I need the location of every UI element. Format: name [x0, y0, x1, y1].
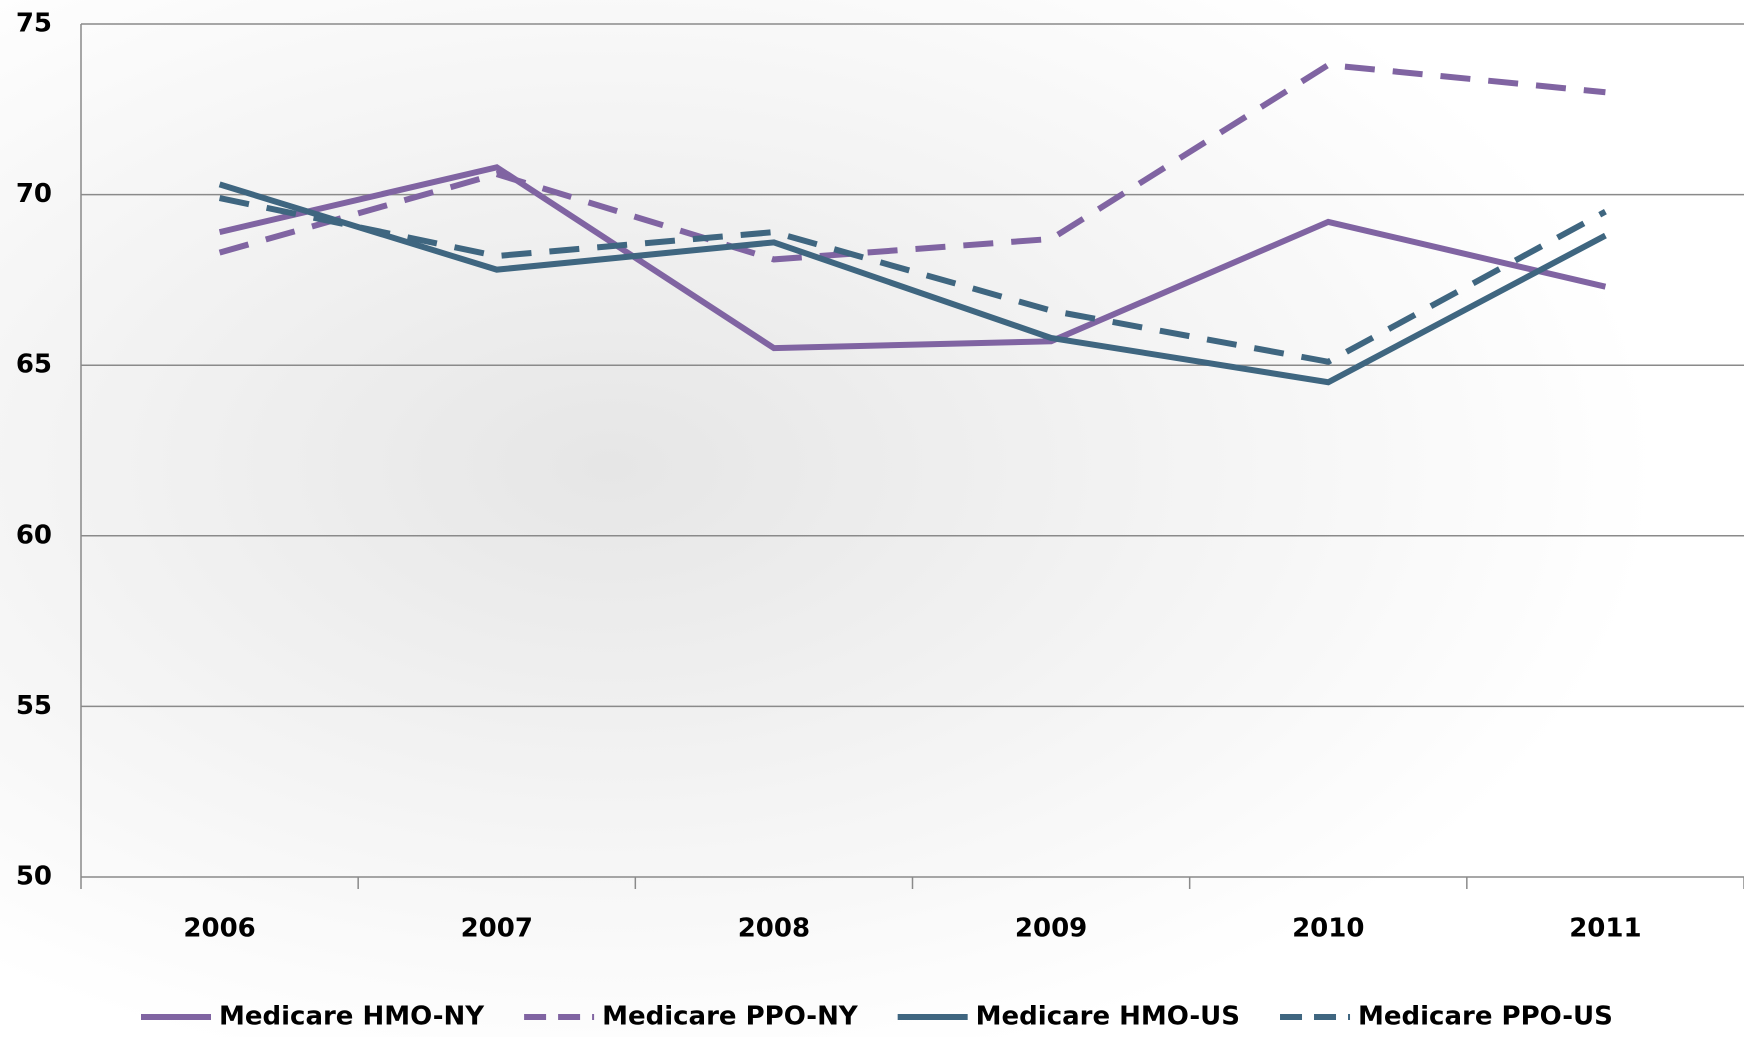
y-tick-label: 50 [16, 862, 52, 892]
legend-label: Medicare PPO-US [1358, 1002, 1613, 1032]
legend-label: Medicare PPO-NY [602, 1002, 859, 1032]
x-tick-label: 2010 [1292, 914, 1364, 944]
y-tick-label: 75 [16, 9, 52, 39]
y-tick-label: 65 [16, 350, 52, 380]
y-tick-label: 60 [16, 520, 52, 550]
x-tick-label: 2011 [1569, 914, 1641, 944]
x-tick-label: 2006 [183, 914, 255, 944]
x-tick-label: 2008 [738, 914, 810, 944]
legend-label: Medicare HMO-US [976, 1002, 1240, 1032]
series-line [218, 61, 1606, 263]
series-line [218, 164, 1607, 352]
x-tick-label: 2009 [1015, 914, 1087, 944]
y-tick-label: 55 [16, 691, 52, 721]
y-tick-label: 70 [16, 179, 52, 209]
x-tick-label: 2007 [461, 914, 533, 944]
series-line [218, 181, 1607, 386]
legend-label: Medicare HMO-NY [219, 1002, 485, 1032]
